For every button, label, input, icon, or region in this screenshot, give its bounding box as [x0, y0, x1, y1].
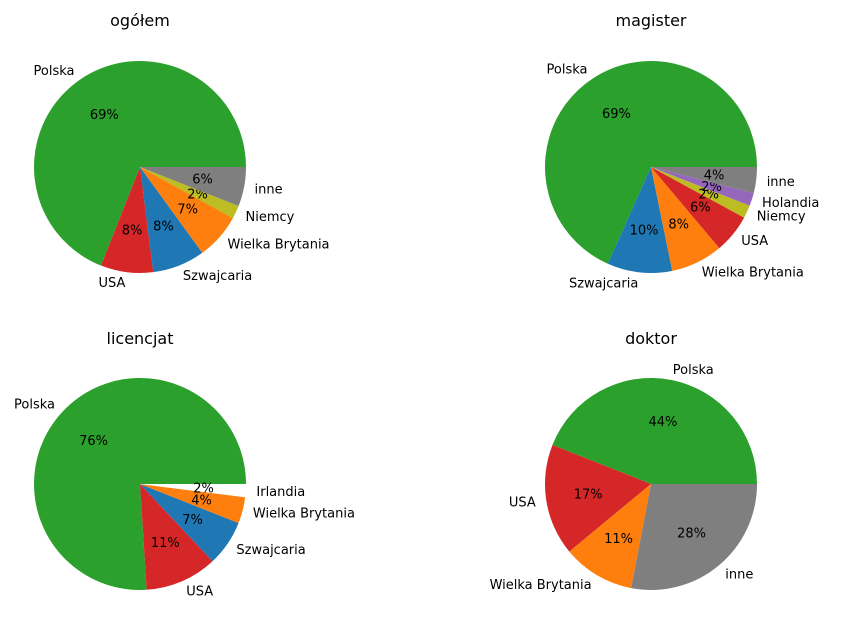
pie-slice-holandia: [651, 167, 754, 206]
pie-ogolem: ogółem Polska 69% USA 8% Szwajcaria 8% Wielka B…: [34, 11, 330, 291]
slice-label: Polska: [547, 63, 588, 78]
slice-label: Wielka Brytania: [228, 238, 330, 253]
pie-slice-wielka-brytania: [651, 167, 720, 271]
pie-slice-usa: [544, 444, 651, 552]
slice-label: USA: [741, 234, 768, 249]
pie-slice-polska: [34, 377, 247, 590]
slice-percent-label: 4%: [704, 168, 725, 183]
pie-slice-szwajcaria: [140, 167, 203, 273]
slice-percent-label: 2%: [193, 482, 214, 497]
pie-doktor: doktor Polska 44% USA 17% Wielka Brytania 11% i…: [490, 329, 757, 593]
pie-slice-wielka-brytania: [140, 167, 233, 253]
pie-magister: magister Polska 69% Szwajcaria 10% Wielka Bry…: [545, 11, 819, 291]
pie-slice-szwajcaria: [607, 167, 673, 273]
pie-slice-polska: [545, 60, 757, 264]
slice-label: Holandia: [762, 196, 819, 211]
pie-slice-usa: [651, 167, 745, 249]
slice-percent-label: 8%: [668, 218, 689, 233]
slice-label: Szwajcaria: [236, 543, 305, 558]
pie-title: doktor: [625, 329, 677, 348]
slice-percent-label: 6%: [192, 172, 213, 187]
pie-slice-polska: [34, 61, 247, 266]
pie-title: ogółem: [110, 11, 170, 30]
slice-percent-label: 7%: [182, 513, 203, 528]
slice-percent-label: 10%: [630, 224, 659, 239]
slice-percent-label: 7%: [177, 203, 198, 218]
pie-slice-inne: [631, 484, 757, 590]
slice-label: Wielka Brytania: [702, 265, 804, 280]
slice-percent-label: 28%: [677, 527, 706, 542]
pie-slice-inne: [140, 167, 246, 207]
slice-percent-label: 44%: [648, 415, 677, 430]
slice-label: inne: [255, 182, 283, 197]
pie-slice-szwajcaria: [140, 484, 239, 562]
slice-label: USA: [186, 585, 213, 600]
pie-slice-usa: [140, 484, 213, 590]
pie-slice-polska: [552, 377, 757, 484]
slice-label: inne: [767, 175, 795, 190]
pie-slice-usa: [100, 167, 154, 273]
slice-label: Niemcy: [757, 210, 806, 225]
slice-percent-label: 69%: [602, 107, 631, 122]
slice-percent-label: 11%: [151, 536, 180, 551]
slice-percent-label: 11%: [604, 532, 633, 547]
slice-label: inne: [725, 567, 753, 582]
slice-label: Polska: [14, 398, 55, 413]
slice-percent-label: 6%: [690, 201, 711, 216]
slice-percent-label: 69%: [90, 108, 119, 123]
slice-label: Wielka Brytania: [253, 507, 355, 522]
pie-slice-niemcy: [651, 167, 750, 218]
pie-licencjat: licencjat Polska 76% USA 11% Szwajcaria 7% Wiel…: [14, 329, 355, 600]
slice-label: USA: [509, 496, 536, 511]
slice-percent-label: 8%: [153, 220, 174, 235]
slice-label: Wielka Brytania: [490, 578, 592, 593]
slice-label: USA: [98, 276, 125, 291]
pie-slice-irlandia: [140, 484, 246, 498]
slice-percent-label: 4%: [191, 493, 212, 508]
pie-slice-inne: [651, 167, 757, 194]
slice-label: Polska: [34, 64, 75, 79]
slice-percent-label: 8%: [122, 224, 143, 239]
slice-label: Szwajcaria: [569, 276, 638, 291]
slice-percent-label: 2%: [701, 180, 722, 195]
pie-title: magister: [615, 11, 686, 30]
pie-slice-wielka-brytania: [569, 484, 651, 589]
pie-slice-wielka-brytania: [140, 484, 246, 524]
slice-label: Irlandia: [256, 485, 305, 500]
slice-label: Polska: [673, 363, 714, 378]
slice-percent-label: 76%: [79, 434, 108, 449]
slice-label: Niemcy: [246, 210, 295, 225]
slice-percent-label: 17%: [574, 487, 603, 502]
pie-title: licencjat: [107, 329, 174, 348]
pie-slice-niemcy: [140, 167, 239, 219]
slice-label: Szwajcaria: [183, 269, 252, 284]
